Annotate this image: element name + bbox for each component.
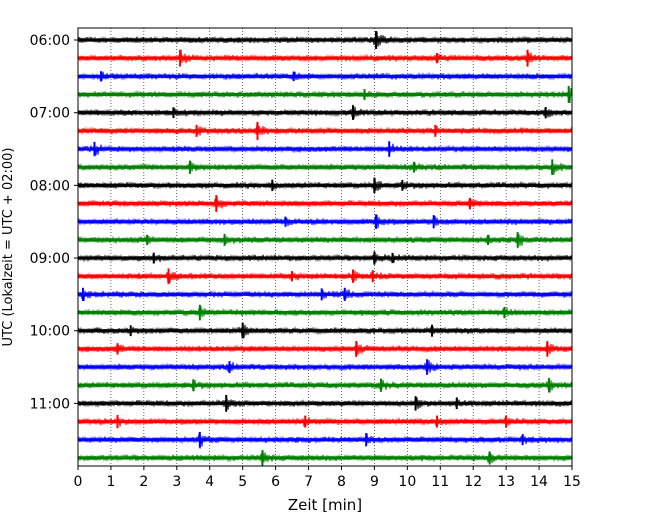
trace-row	[77, 31, 573, 49]
trace-row	[77, 232, 573, 249]
x-tick-label: 0	[74, 474, 83, 490]
trace-waveform	[77, 85, 573, 103]
trace-waveform	[77, 161, 573, 175]
trace-row	[77, 251, 573, 265]
trace-row	[77, 177, 573, 194]
trace-waveform	[77, 341, 573, 358]
y-tick-label: 11:00	[30, 396, 70, 412]
trace-waveform	[77, 322, 573, 338]
x-ticks: 0 1 2 3 4 5 6 7 8 9 10 11 12 13 14 15	[74, 466, 581, 490]
trace-row	[77, 268, 573, 285]
trace-waveform	[77, 104, 573, 119]
x-tick-label: 4	[205, 474, 214, 490]
trace-waveform	[77, 306, 573, 318]
trace-row	[77, 159, 573, 175]
x-tick-label: 11	[431, 474, 449, 490]
x-tick-label: 9	[370, 474, 379, 490]
trace-row	[77, 322, 573, 339]
plot-frame	[77, 27, 573, 467]
trace-waveform	[77, 143, 573, 156]
x-tick-label: 3	[172, 474, 181, 490]
x-tick-label: 15	[563, 474, 581, 490]
trace-rows	[77, 31, 573, 466]
trace-row	[77, 71, 573, 82]
y-tick-label: 09:00	[30, 251, 70, 267]
trace-row	[77, 49, 573, 67]
x-axis-label: Zeit [min]	[288, 496, 362, 514]
trace-waveform	[77, 416, 573, 427]
x-tick-label: 6	[271, 474, 280, 490]
trace-row	[77, 395, 573, 412]
trace-row	[77, 341, 573, 358]
x-tick-label: 2	[139, 474, 148, 490]
trace-row	[77, 287, 573, 302]
trace-row	[77, 214, 573, 229]
trace-waveform	[77, 31, 573, 47]
trace-waveform	[77, 122, 573, 137]
trace-waveform	[77, 252, 573, 264]
x-tick-label: 7	[304, 474, 313, 490]
trace-waveform	[77, 178, 573, 192]
y-tick-label: 08:00	[30, 178, 70, 194]
x-tick-label: 5	[238, 474, 247, 490]
trace-row	[77, 359, 573, 375]
x-tick-label: 14	[530, 474, 548, 490]
trace-row	[77, 431, 573, 449]
y-tick-label: 07:00	[30, 106, 70, 122]
y-tick-label: 10:00	[30, 324, 70, 340]
x-tick-label: 13	[497, 474, 515, 490]
x-tick-label: 1	[106, 474, 115, 490]
trace-row	[77, 450, 573, 466]
trace-row	[77, 195, 573, 212]
trace-waveform	[77, 289, 573, 302]
trace-waveform	[77, 433, 573, 449]
trace-waveform	[77, 360, 573, 374]
trace-row	[77, 141, 573, 157]
x-tick-label: 10	[398, 474, 416, 490]
trace-waveform	[77, 397, 573, 410]
trace-waveform	[77, 214, 573, 229]
grid-lines	[110, 28, 540, 466]
x-tick-label: 12	[464, 474, 482, 490]
trace-row	[77, 121, 573, 140]
trace-waveform	[77, 71, 573, 81]
trace-row	[77, 104, 573, 120]
y-tick-label: 06:00	[30, 33, 70, 49]
trace-waveform	[77, 379, 573, 393]
trace-row	[77, 85, 573, 103]
trace-row	[77, 378, 573, 393]
x-tick-label: 8	[337, 474, 346, 490]
trace-waveform	[77, 49, 573, 65]
trace-waveform	[77, 450, 573, 465]
trace-row	[77, 304, 573, 321]
y-axis-label: UTC (Lokalzeit = UTC + 02:00)	[1, 148, 16, 347]
trace-waveform	[77, 234, 573, 249]
trace-waveform	[77, 269, 573, 284]
trace-row	[77, 414, 573, 429]
trace-waveform	[77, 195, 573, 210]
y-ticks: 06:00 07:00 08:00 09:00 10:00 11:00	[30, 33, 78, 412]
